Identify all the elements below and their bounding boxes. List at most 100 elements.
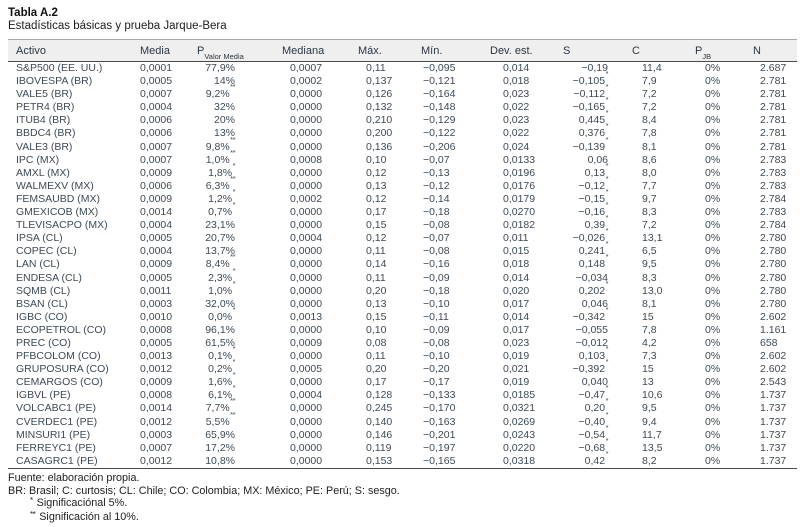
table-cell: 7,7%** bbox=[205, 396, 236, 415]
table-cell: 0,0006 bbox=[140, 179, 173, 192]
table-cell: 2.784 bbox=[760, 219, 787, 232]
table-row: FEMSAUBD (MX) 0,0009 1,2%* 0,0002 0,12 −0,14 0… bbox=[8, 188, 797, 206]
table-cell: −0,129 bbox=[423, 114, 456, 127]
table-cell: VALE5 (BR) bbox=[16, 88, 73, 101]
table-cell: AMXL (MX) bbox=[16, 166, 70, 179]
table-cell: −0,026* bbox=[572, 226, 609, 245]
table-cell: 0,023 bbox=[503, 336, 530, 349]
table-cell: −0,18 bbox=[423, 206, 450, 219]
table-cell: 1.737 bbox=[760, 402, 787, 415]
significance-star: * bbox=[605, 69, 609, 79]
table-cell: 0,0004 bbox=[140, 245, 173, 258]
table-cell: 0,0008 bbox=[290, 153, 323, 166]
table-cell: 0% bbox=[705, 101, 721, 114]
table-cell: 0,0000 bbox=[290, 271, 323, 284]
table-body: S&P500 (EE. UU.) 0,0001 77,9% 0,0007 0,11 −0,… bbox=[8, 62, 797, 469]
table-row: GRUPOSURA (CO) 0,0012 0,2%* 0,0005 0,20 −0,20… bbox=[8, 358, 797, 376]
significance-star: * bbox=[605, 213, 609, 223]
table-cell: 0,014 bbox=[503, 271, 530, 284]
table-cell: 2.602 bbox=[760, 350, 787, 363]
table-cell: CASAGRC1 (PE) bbox=[8, 454, 132, 469]
table-cell: 14% bbox=[213, 75, 235, 88]
table-cell: 2.781 bbox=[760, 114, 787, 127]
table-cell: 0,0000 bbox=[290, 140, 323, 153]
significance-star: ** bbox=[230, 409, 235, 419]
asterisk-mark: * bbox=[30, 496, 33, 506]
table-cell: −0,17 bbox=[423, 376, 450, 389]
table-cell: 0,0007 bbox=[140, 88, 173, 101]
significance-star: ** bbox=[230, 396, 235, 406]
significance-star: * bbox=[232, 370, 236, 380]
table-cell: 0,20 bbox=[366, 363, 387, 376]
table-cell: 1.161 bbox=[760, 323, 787, 336]
table-cell: 61,5% bbox=[205, 336, 235, 349]
table-cell: 0,241* bbox=[578, 239, 609, 258]
table-cell: 0,0000 bbox=[290, 428, 323, 441]
table-cell: 0,0243 bbox=[503, 428, 536, 441]
significance-star: ** bbox=[230, 147, 235, 157]
significance-note-5pct: * Significaciónal 5%. bbox=[8, 496, 797, 511]
table-cell: S&P500 (EE. UU.) bbox=[16, 62, 103, 74]
table-cell: 6,3%** bbox=[205, 173, 236, 192]
table-cell: 0% bbox=[705, 323, 721, 336]
table-cell: −0,163 bbox=[423, 415, 456, 428]
table-cell: 9,5 bbox=[642, 402, 657, 415]
table-cell: 0,0004 bbox=[140, 101, 173, 114]
table-cell: 0,7%* bbox=[208, 200, 235, 219]
table-cell: 0,0007 bbox=[140, 441, 173, 454]
table-cell: 0,014 bbox=[503, 62, 530, 74]
table-cell: −0,201 bbox=[423, 428, 456, 441]
table-cell: 0,0318 bbox=[449, 454, 535, 469]
table-cell: 2.543 bbox=[760, 376, 787, 389]
table-cell: 0,15 bbox=[366, 219, 387, 232]
table-cell: 0,11 bbox=[366, 245, 386, 258]
table-cell: 1,0%* bbox=[208, 278, 235, 297]
table-cell: 0,0008 bbox=[140, 389, 173, 402]
table-cell: GMEXICOB (MX) bbox=[16, 206, 99, 219]
table-cell: 0,0002 bbox=[290, 75, 323, 88]
table-cell: 9,7 bbox=[642, 192, 657, 205]
table-cell: 65,9% bbox=[205, 428, 235, 441]
table-cell: 0,0000 bbox=[290, 114, 323, 127]
significance-star: * bbox=[605, 121, 609, 131]
table-cell: 13% bbox=[213, 127, 235, 140]
table-cell: 0,0006 bbox=[140, 114, 173, 127]
table-row: IPC (MX) 0,0007 1,0%** 0,0008 0,10 −0,07 0,013… bbox=[8, 148, 797, 167]
table-cell: 0% bbox=[705, 402, 721, 415]
table-cell: 0,146 bbox=[366, 428, 393, 441]
table-cell: 0,0001 bbox=[140, 62, 173, 74]
double-asterisk-mark: ** bbox=[30, 509, 36, 519]
table-cell: 2.783 bbox=[760, 153, 787, 166]
table-cell: 7,3 bbox=[642, 350, 657, 363]
table-cell: 32% bbox=[213, 101, 235, 114]
table-cell: 0% bbox=[705, 206, 721, 219]
table-cell: 0,0004 bbox=[290, 232, 323, 245]
table-row: COPEC (CL) 0,0004 13,7% 0,0000 0,11 −0,08 0,01… bbox=[8, 239, 797, 258]
table-cell: 2.780 bbox=[760, 271, 787, 284]
table-cell: 0,0002 bbox=[290, 192, 323, 205]
table-cell: −0,16 bbox=[423, 258, 450, 271]
table-cell: 8,1 bbox=[642, 297, 657, 310]
table-cell: −0,197 bbox=[423, 441, 456, 454]
significance-star: * bbox=[605, 200, 609, 210]
significance-star: * bbox=[232, 265, 236, 275]
column-header: Mediana bbox=[243, 39, 330, 62]
table-cell: 0,0005 bbox=[140, 336, 173, 349]
table-cell: 0,0000 bbox=[290, 258, 323, 271]
table-cell: 0,0000 bbox=[290, 127, 323, 140]
table-cell: 0% bbox=[705, 232, 721, 245]
table-cell: 0,11 bbox=[366, 350, 386, 363]
table-cell: 0,0000 bbox=[243, 454, 330, 469]
significance-star: * bbox=[605, 95, 609, 105]
table-cell: 0% bbox=[674, 454, 737, 469]
table-row: ECOPETROL (CO) 0,0008 96,1% 0,0000 0,10 −0,09… bbox=[8, 324, 797, 337]
table-cell: 0% bbox=[705, 271, 721, 284]
table-cell: 10,6 bbox=[642, 389, 663, 402]
source-note: Fuente: elaboración propia. bbox=[8, 471, 140, 484]
table-cell: FERREYC1 (PE) bbox=[16, 441, 96, 454]
table-cell: 0% bbox=[705, 258, 721, 271]
table-cell: 0,0012 bbox=[140, 415, 173, 428]
table-cell: 0,17 bbox=[366, 376, 387, 389]
table-cell: 0,13 bbox=[366, 297, 387, 310]
